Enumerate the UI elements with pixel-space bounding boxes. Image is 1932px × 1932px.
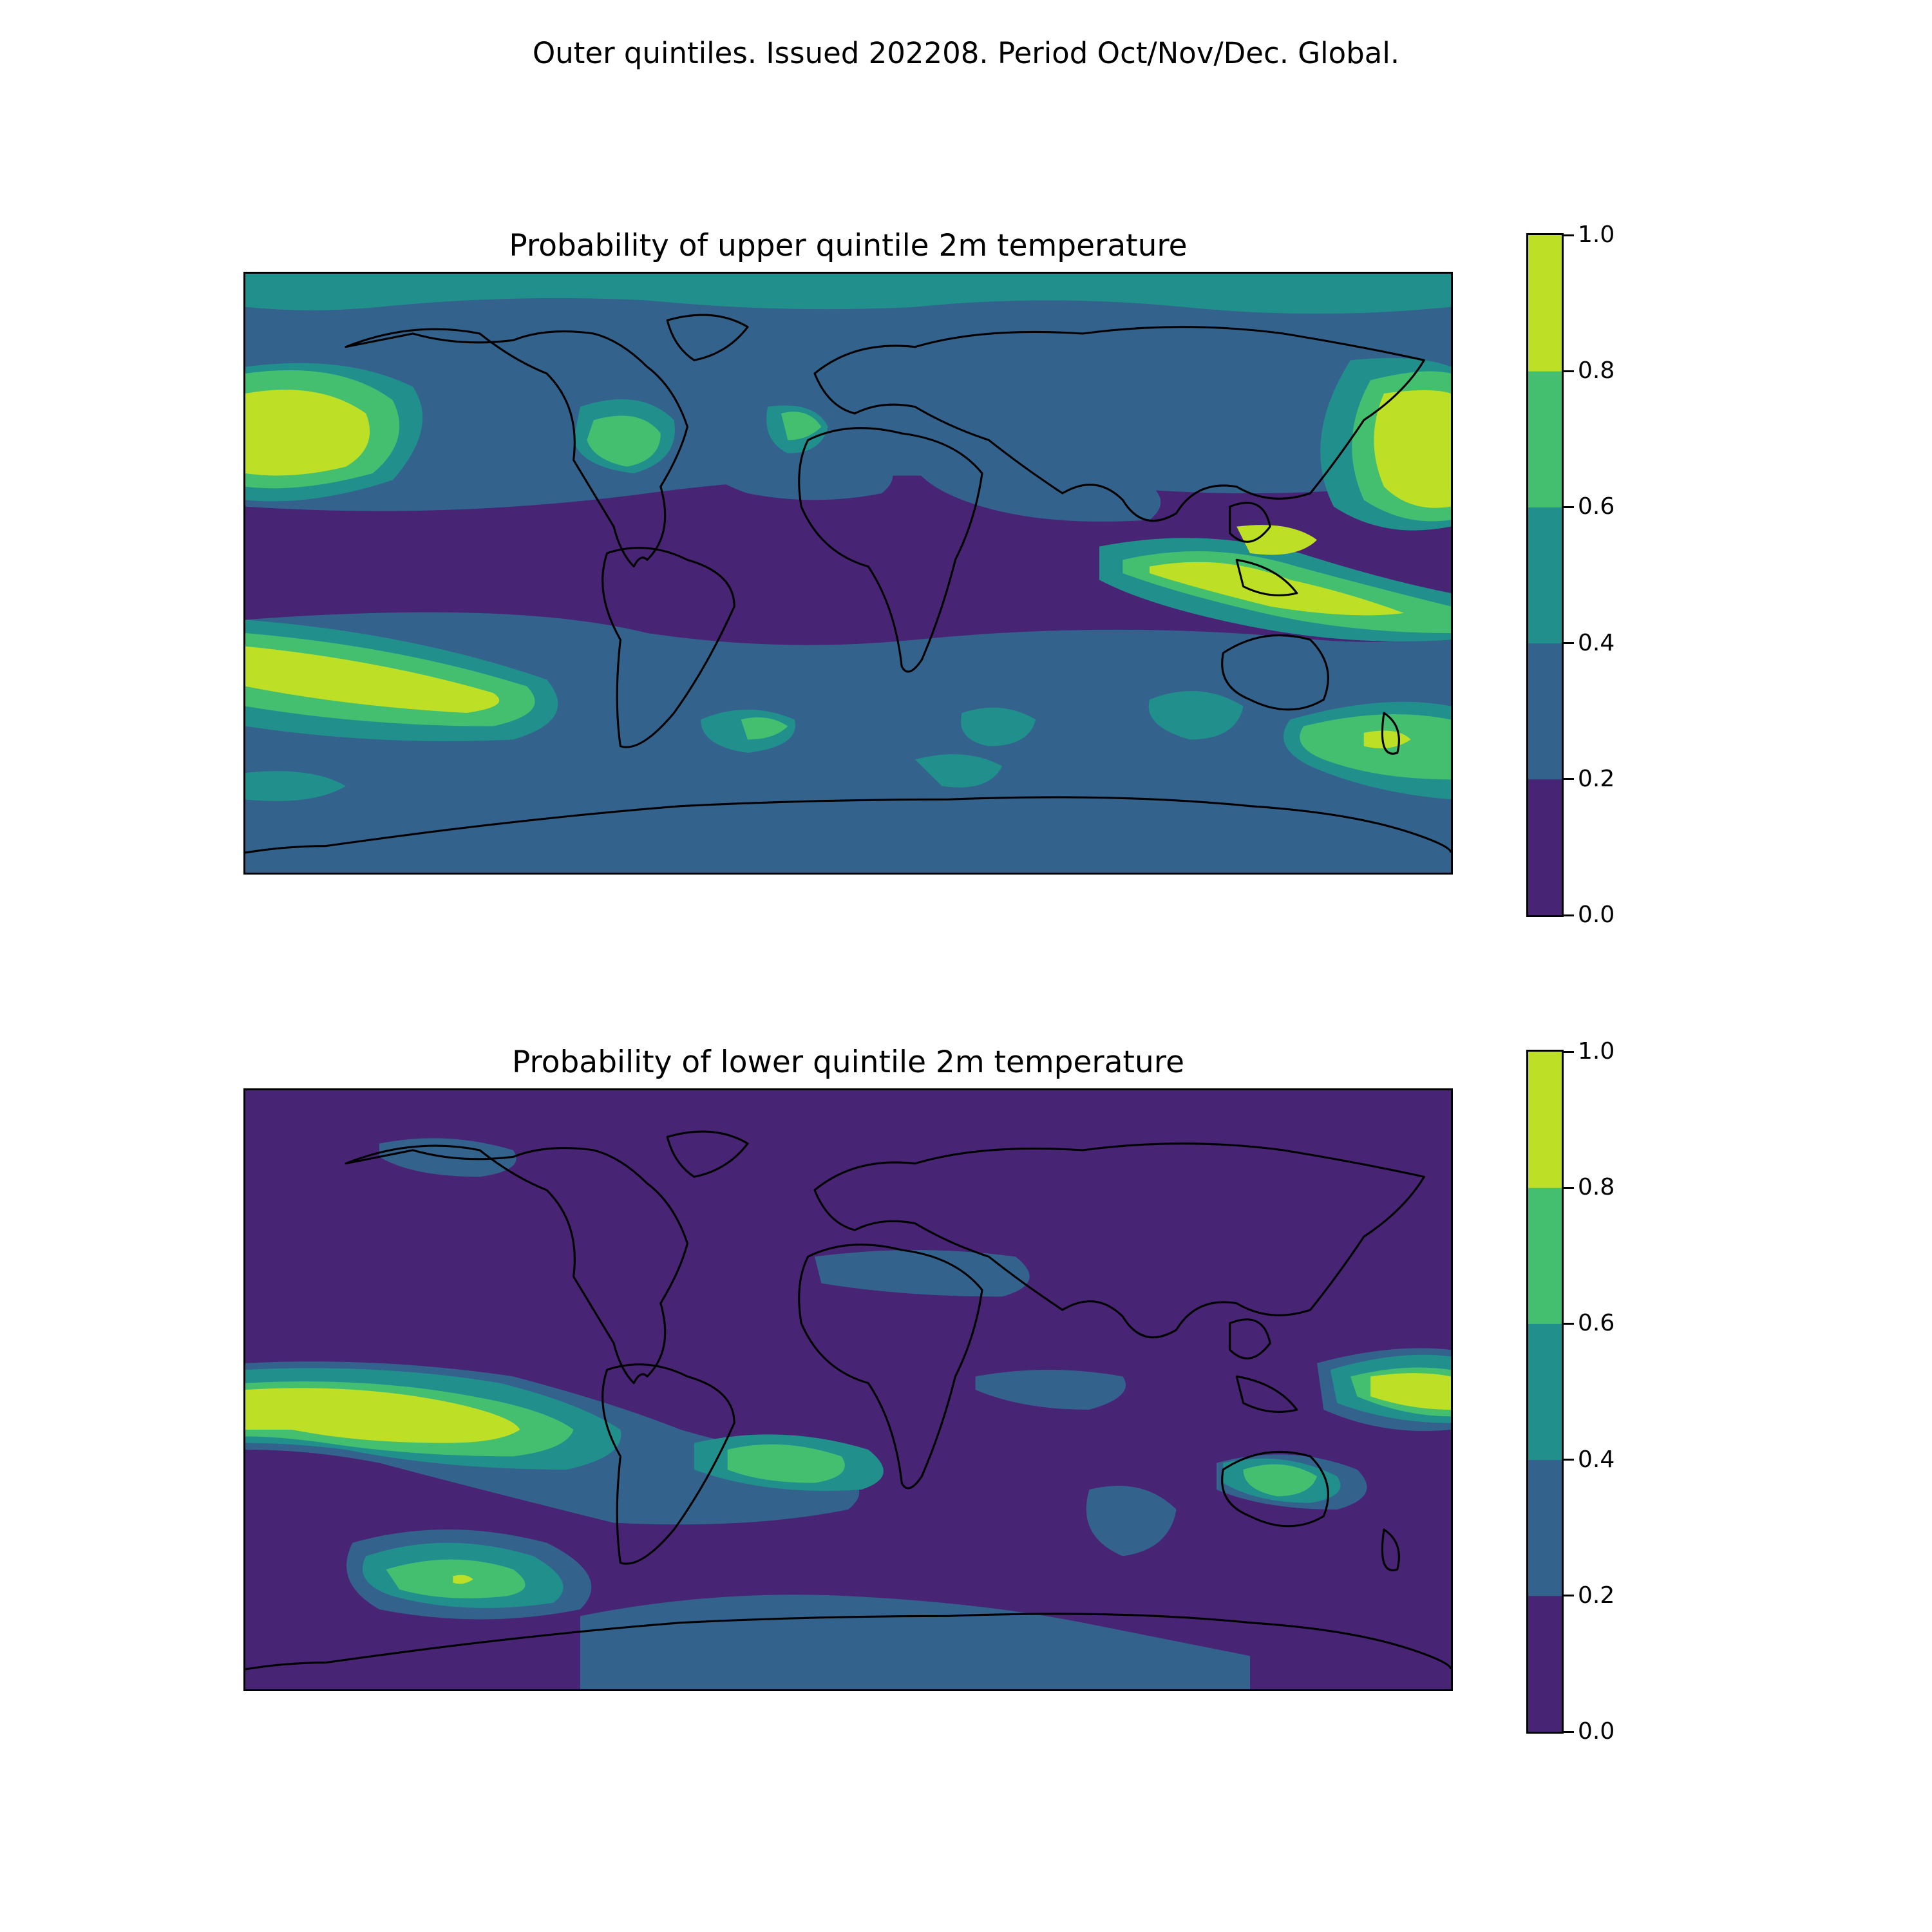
colorbar-tick-label: 0.4 bbox=[1578, 1446, 1615, 1473]
colorbar-upper-bands bbox=[1528, 235, 1562, 915]
colorbar-tick-label: 0.6 bbox=[1578, 1310, 1615, 1337]
colorbar-band bbox=[1528, 779, 1562, 915]
colorbar-band bbox=[1528, 507, 1562, 644]
colorbar-tick-mark bbox=[1564, 234, 1574, 236]
colorbar-tick-label: 0.4 bbox=[1578, 629, 1615, 656]
colorbar-tick-label: 0.2 bbox=[1578, 765, 1615, 792]
colorbar-tick-mark bbox=[1564, 642, 1574, 645]
colorbar-band bbox=[1528, 643, 1562, 780]
contour-level-4 bbox=[245, 390, 1451, 749]
colorbar-band bbox=[1528, 1595, 1562, 1732]
colorbar-band bbox=[1528, 1323, 1562, 1461]
colorbar-tick-label: 0.0 bbox=[1578, 1718, 1615, 1745]
colorbar-lower-bands bbox=[1528, 1052, 1562, 1732]
colorbar-band bbox=[1528, 1188, 1562, 1324]
coastlines-upper bbox=[245, 314, 1451, 854]
colorbar-tick-label: 0.6 bbox=[1578, 493, 1615, 520]
colorbar-tick-mark bbox=[1564, 1322, 1574, 1325]
colorbar-tick-mark bbox=[1564, 1050, 1574, 1053]
colorbar-band bbox=[1528, 1459, 1562, 1596]
field-lower bbox=[245, 1130, 1451, 1689]
colorbar-tick-label: 0.0 bbox=[1578, 902, 1615, 928]
colorbar-tick-mark bbox=[1564, 1186, 1574, 1189]
colorbar-band bbox=[1528, 1052, 1562, 1188]
colorbar-tick-label: 0.8 bbox=[1578, 357, 1615, 384]
colorbar-tick-mark bbox=[1564, 914, 1574, 916]
coastlines-lower bbox=[245, 1130, 1451, 1671]
colorbar-tick-label: 0.2 bbox=[1578, 1582, 1615, 1609]
colorbar-tick-mark bbox=[1564, 506, 1574, 508]
map-lower-quintile bbox=[243, 1088, 1453, 1691]
colorbar-tick-label: 1.0 bbox=[1578, 1038, 1615, 1065]
colorbar-tick-mark bbox=[1564, 1459, 1574, 1461]
colorbar-upper bbox=[1526, 233, 1564, 917]
colorbar-tick-label: 0.8 bbox=[1578, 1174, 1615, 1201]
colorbar-band bbox=[1528, 371, 1562, 507]
contour-level-4 bbox=[245, 1373, 1451, 1584]
colorbar-tick-mark bbox=[1564, 778, 1574, 781]
panel-title-upper: Probability of upper quintile 2m tempera… bbox=[509, 228, 1188, 263]
colorbar-lower bbox=[1526, 1050, 1564, 1734]
figure-title: Outer quintiles. Issued 202208. Period O… bbox=[532, 36, 1400, 70]
panel-title-lower: Probability of lower quintile 2m tempera… bbox=[512, 1045, 1184, 1080]
map-upper-quintile bbox=[243, 272, 1453, 875]
colorbar-band bbox=[1528, 235, 1562, 372]
colorbar-tick-label: 1.0 bbox=[1578, 222, 1615, 248]
field-upper bbox=[245, 274, 1451, 873]
colorbar-tick-mark bbox=[1564, 1730, 1574, 1733]
colorbar-tick-mark bbox=[1564, 370, 1574, 372]
colorbar-tick-mark bbox=[1564, 1595, 1574, 1597]
